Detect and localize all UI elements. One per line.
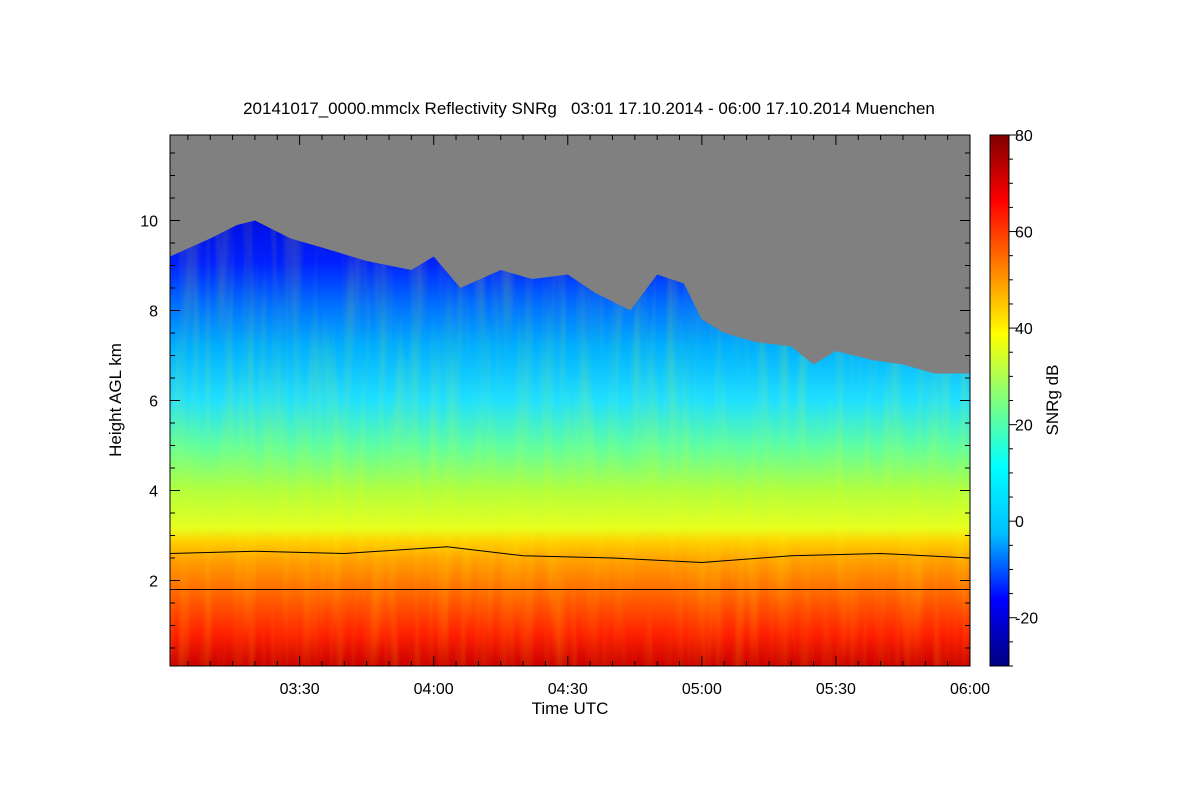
y-tick-label: 8 (149, 304, 158, 321)
colorbar-ticks: -20 0 20 40 60 80 (1009, 128, 1038, 667)
colorbar-tick-label: 20 (1015, 418, 1033, 435)
melting-layer-line (170, 546, 970, 564)
y-tick-label: 6 (149, 394, 158, 411)
colorbar-tick-label: 80 (1015, 128, 1033, 145)
y-tick-label: 10 (140, 214, 158, 231)
plot-area (170, 135, 970, 666)
colorbar-gradient (989, 134, 1010, 667)
y-tick-label: 4 (149, 484, 158, 501)
colorbar-tick-label: 40 (1015, 321, 1033, 338)
chart-title: 20141017_0000.mmclx Reflectivity SNRg 03… (243, 99, 935, 118)
colorbar: -20 0 20 40 60 80 SNRg dB (989, 128, 1062, 667)
colorbar-tick-label: 60 (1015, 225, 1033, 242)
x-axis-label: Time UTC (532, 699, 609, 718)
x-tick-label: 05:30 (816, 681, 856, 698)
x-tick-label: 05:00 (682, 681, 722, 698)
y-axis-ticks: 2 4 6 8 10 (140, 152, 970, 649)
y-axis-label: Height AGL km (106, 343, 125, 457)
x-tick-label: 04:30 (548, 681, 588, 698)
colorbar-label: SNRg dB (1043, 365, 1062, 436)
x-tick-label: 03:30 (280, 681, 320, 698)
x-tick-label: 04:00 (414, 681, 454, 698)
x-axis-ticks: 03:30 04:00 04:30 05:00 05:30 06:00 (187, 135, 990, 698)
y-tick-label: 2 (149, 574, 158, 591)
colorbar-tick-label: 0 (1015, 514, 1024, 531)
x-tick-label: 06:00 (950, 681, 990, 698)
colorbar-tick-label: -20 (1015, 611, 1038, 628)
